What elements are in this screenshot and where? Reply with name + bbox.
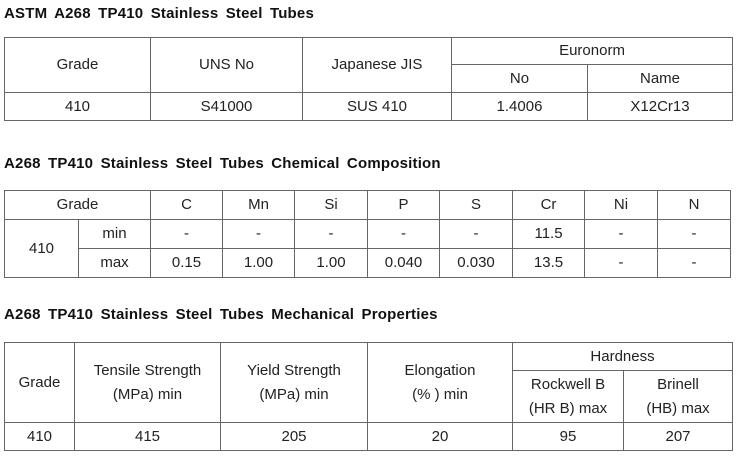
row: No Name [5,64,734,93]
cell: - [657,248,732,278]
cell: 410 [4,92,151,121]
cell: max [77,248,152,278]
cell: Cr [512,190,586,220]
cell: Mn [222,190,296,220]
table: Grade UNS No Japanese JIS Euronorm No Na… [4,37,734,121]
cell: Elongation (% ) min [367,342,513,423]
cell: N [657,190,732,220]
cell: X12Cr13 [586,92,734,121]
cell: Brinell (HB) max [622,370,734,423]
row: Grade Tensile Strength (MPa) min Yield S… [4,342,734,423]
cell: - [294,219,369,249]
section-title: A268 TP410 Stainless Steel Tubes Chemica… [4,155,441,172]
table: Grade C Mn Si P S Cr Ni N 410 min - - - … [3,190,732,278]
cell: P [367,190,441,220]
cell: C [150,190,224,220]
row: 410 min - - - - - 11.5 - - [4,219,732,278]
cell: 415 [74,422,221,451]
row: 410 415 205 20 95 207 [4,422,734,451]
section-title: ASTM A268 TP410 Stainless Steel Tubes [4,5,315,22]
table: Grade Tensile Strength (MPa) min Yield S… [4,342,734,451]
cell: 0.030 [439,248,514,278]
section-title: A268 TP410 Stainless Steel Tubes Mechani… [4,306,438,323]
cell: min [77,219,152,249]
cell: - [150,219,224,249]
row: Grade C Mn Si P S Cr Ni N [3,190,732,220]
cell: Euronorm [450,37,734,65]
cell: Si [294,190,369,220]
cell: No [451,64,588,93]
cell: 410 [4,422,75,451]
cell: 207 [622,422,734,451]
cell: Grade [3,190,152,220]
cell: SUS 410 [302,92,452,121]
row: max 0.15 1.00 1.00 0.040 0.030 13.5 - - [5,248,732,278]
cell: - [584,248,659,278]
cell: Name [586,64,734,93]
cell: 11.5 [512,219,586,249]
cell: Grade [4,342,75,423]
cell: 1.00 [222,248,296,278]
cell: UNS No [150,37,303,93]
row: Rockwell B (HR B) max Brinell (HB) max [5,370,734,423]
cell: 95 [512,422,624,451]
cell: - [367,219,441,249]
row: 410 S41000 SUS 410 1.4006 X12Cr13 [4,92,734,121]
cell: Hardness [511,342,734,371]
cell: 1.4006 [451,92,588,121]
cell: 0.040 [367,248,441,278]
cell: Ni [584,190,659,220]
cell: 205 [220,422,368,451]
cell: Rockwell B (HR B) max [512,370,624,423]
cell: 20 [367,422,513,451]
cell: S [439,190,514,220]
cell: 13.5 [512,248,586,278]
cell: 410 [4,219,79,278]
cell: - [222,219,296,249]
cell: - [584,219,659,249]
cell: - [439,219,514,249]
cell: Tensile Strength (MPa) min [74,342,221,423]
cell: Grade [4,37,151,93]
cell: Japanese JIS [302,37,452,93]
row: Grade UNS No Japanese JIS Euronorm [4,37,734,93]
cell: 0.15 [150,248,224,278]
cell: 1.00 [294,248,369,278]
cell: - [657,219,732,249]
cell: S41000 [150,92,303,121]
cell: Yield Strength (MPa) min [220,342,368,423]
